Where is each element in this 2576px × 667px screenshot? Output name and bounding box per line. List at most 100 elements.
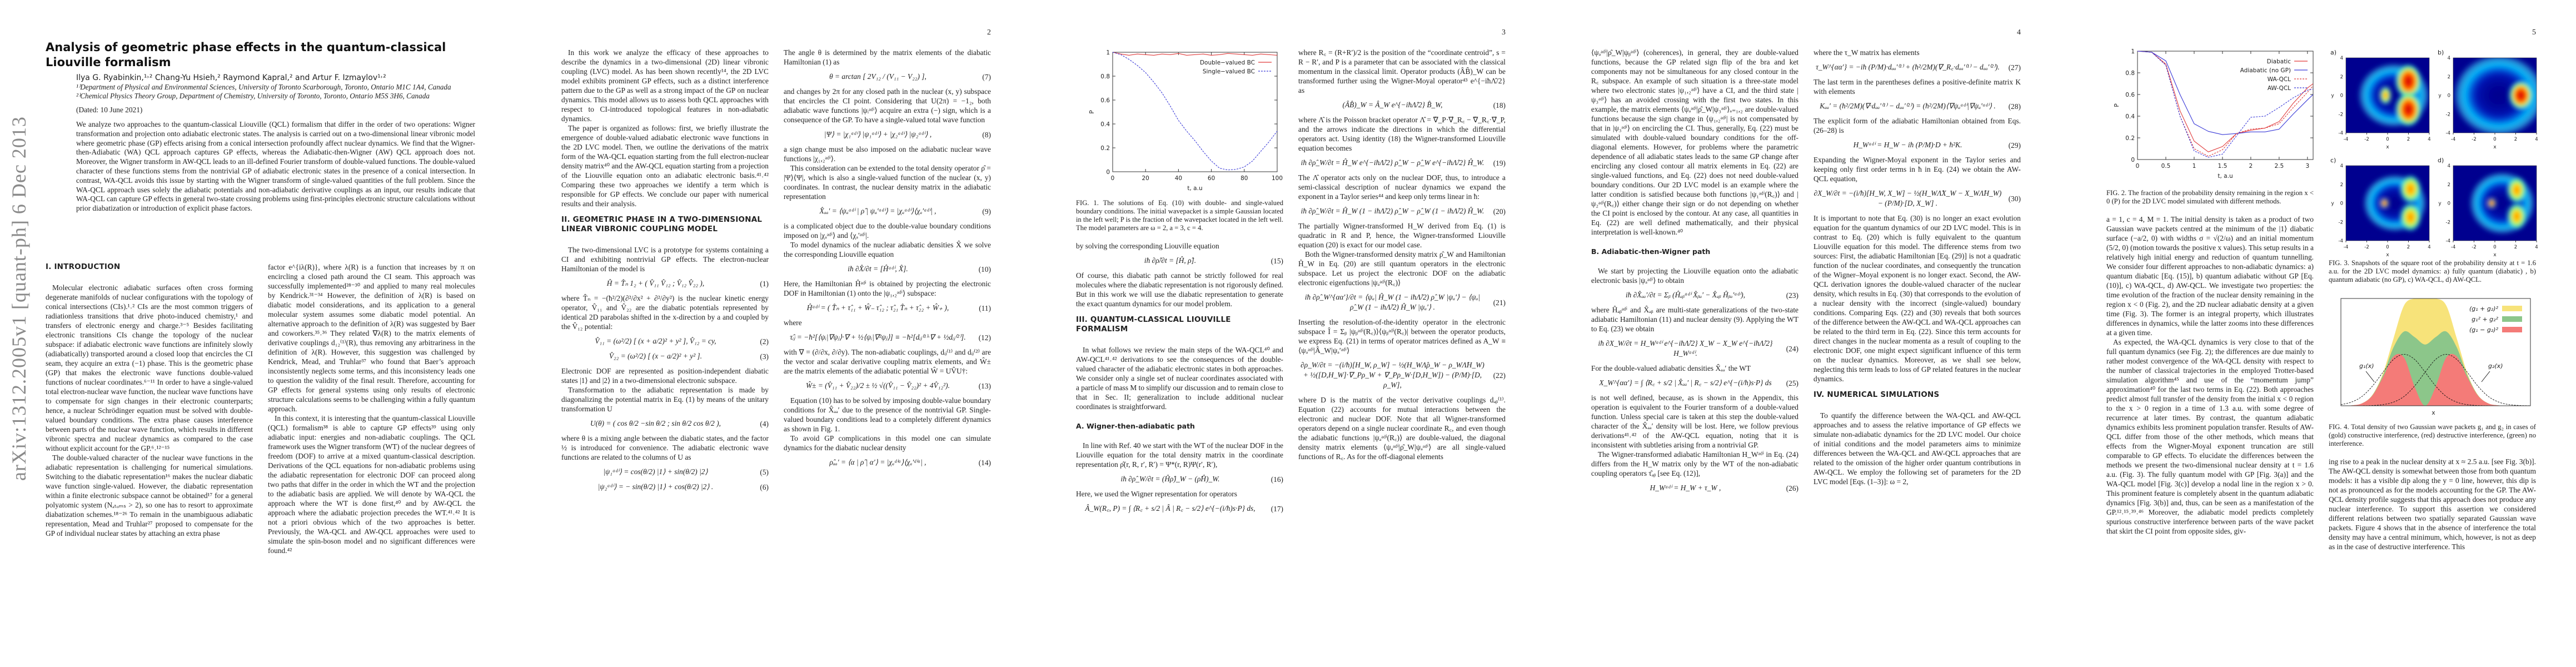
paragraph: where θ is a mixing angle between the di… <box>561 434 769 461</box>
density-blob <box>2395 91 2422 127</box>
page-5-left-column: 0 0.5 1 1.5 2 2.5 3 0 0.2 0.4 0.6 0.8 1 t, a.u P Diabat… <box>2106 48 2314 536</box>
x-axis-label: x <box>2493 145 2497 150</box>
y-tick-label: 4 <box>2340 56 2343 61</box>
legend-label: Diabatic <box>2267 58 2291 65</box>
equation: V̂₂₂ = (ω²/2) [ (x − a/2)² + y² ]. (3) <box>561 351 769 361</box>
x-tick-label: 2.5 <box>2274 163 2284 170</box>
plot-area <box>2341 298 2530 406</box>
paper-title: Analysis of geometric phase effects in t… <box>46 41 446 69</box>
paragraph: As expected, the WA-QCL dynamics is very… <box>2106 338 2314 535</box>
equation: Â_W(R꜀, P) = ∫ ⟨R꜀ + s/2 | Â | R꜀ − s/2⟩… <box>1076 504 1283 514</box>
paragraph: The partially Wigner-transformed H_W der… <box>1298 222 1506 249</box>
paragraph: The two-dimensional LVC is a prototype f… <box>561 246 769 273</box>
paragraph: where Λ̂ is the Poisson bracket operator… <box>1298 116 1506 152</box>
paragraph: and changes by 2π for any closed path in… <box>784 87 991 124</box>
equation-body: V̂₂₂ = (ω²/2) [ (x − a/2)² + y² ]. <box>609 352 702 360</box>
equation: iħ ∂ρ̂_W/∂t = Ĥ_W (1 − iħΛ̂/2) ρ̂_W − ρ̂… <box>1298 206 1506 216</box>
arxiv-stamp: arXiv:1312.2005v1 [quant-ph] 6 Dec 2013 <box>8 116 30 481</box>
y-tick-label: 2 <box>2340 182 2343 188</box>
y-axis-label: P <box>1089 110 1095 113</box>
paragraph: is not well defined, because, as is show… <box>1591 394 1798 449</box>
figure-1: 0 20 40 60 80 100 0 0.2 0.4 0.6 0.8 1 t, a.u P Double−… <box>1076 48 1283 198</box>
legend-swatch <box>2502 327 2522 332</box>
equation: H_Wᵃᵈⁱ = H_W − iħ (P/M)·D + ħ²K. (29) <box>1813 140 2021 150</box>
y-tick-label: 1 <box>1106 49 1110 56</box>
paragraph: Transformation to the adiabatic represen… <box>561 386 769 413</box>
figure-4: (g₁ + g₂)² g₁² + g₂² (g₁ − g₂)² g₁(x) g₂(x) x <box>2329 293 2536 422</box>
figure-2: 0 0.5 1 1.5 2 2.5 3 0 0.2 0.4 0.6 0.8 1 t, a.u P Diabat… <box>2106 48 2314 188</box>
series-line <box>2137 51 2314 152</box>
legend-label: (g₁ − g₂)² <box>2469 326 2499 334</box>
equation-number: (12) <box>978 333 991 342</box>
density-blob <box>2380 198 2389 208</box>
line-chart: 0 20 40 60 80 100 0 0.2 0.4 0.6 0.8 1 t, a.u P Double−… <box>1089 49 1283 192</box>
paragraph: We start by projecting the Liouville equ… <box>1591 267 1798 285</box>
equation-number: (17) <box>1270 504 1283 513</box>
density-blob <box>2356 61 2429 130</box>
x-tick-label: -2 <box>2364 245 2369 250</box>
equation-body: Ĥ = T̂ₙ 1₂ + ( V̂₁₁ V̂₁₂ ; V̂₁₂ V̂₂₂ ), <box>606 279 705 287</box>
equation-number: (8) <box>982 130 991 139</box>
arrow-g2 <box>2481 371 2490 382</box>
equation-number: (13) <box>978 381 991 390</box>
equation-body: iħ ∂X̂ₐₐ′/∂t = Σᵦ (Ĥₐᵦᵃᵈⁱ X̂ᵦₐ′ − X̂ₐᵦ Ĥ… <box>1625 291 1746 299</box>
equation-body: H_Wᵃᵈⁱ = H_W + τ_W , <box>1650 484 1721 492</box>
x-tick-label: -2 <box>2364 137 2369 142</box>
x-tick-label: 2 <box>2407 245 2410 250</box>
equation-number: (1) <box>760 279 769 288</box>
density-blob <box>2379 86 2392 105</box>
x-tick-label: 0 <box>2386 245 2389 250</box>
x-tick-label: -2 <box>2472 245 2476 250</box>
paragraph: by solving the corresponding Liouville e… <box>1076 242 1219 250</box>
legend-swatch <box>2502 306 2522 311</box>
y-tick-label: 0 <box>2340 93 2343 99</box>
equation-body: iħ ∂X_W/∂t = H_Wᵃᵈⁱ e^{−iħΛ̂/2} X_W − X_… <box>1598 339 1773 357</box>
x-tick-label: -2 <box>2472 137 2476 142</box>
panel-label: a) <box>2330 49 2336 56</box>
y-tick-label: 0 <box>2448 201 2450 207</box>
affiliation-1: ¹⁾Department of Physical and Environment… <box>76 83 451 91</box>
y-tick-label: 0.6 <box>1100 97 1110 104</box>
page-1-left-column: I. INTRODUCTION Molecular electronic adia… <box>46 262 253 538</box>
density-blob <box>2399 202 2422 232</box>
density-layer <box>2361 173 2429 233</box>
x-tick-label: 4 <box>2428 245 2430 250</box>
plot-frame <box>1112 52 1278 172</box>
area-chart: (g₁ + g₂)² g₁² + g₂² (g₁ − g₂)² g₁(x) g₂(x) x <box>2340 298 2531 416</box>
density-blob <box>2487 198 2496 208</box>
paragraph: The explicit form of the adiabatic Hamil… <box>1813 117 2021 135</box>
line-chart: 0 0.5 1 1.5 2 2.5 3 0 0.2 0.4 0.6 0.8 1 t, a.u P Diabat… <box>2114 48 2314 180</box>
equation: ∂ρ_W/∂t = −(i/ħ)[H_W, ρ_W] − ½(H_WΛ̂ρ_W … <box>1298 360 1506 390</box>
plot-frame <box>2340 298 2531 406</box>
equation-body: X_W^{αα′} = ∫ ⟨R꜀ + s/2 | X̂ₐₐ′ | R꜀ − s… <box>1599 379 1772 387</box>
subsection-heading: B. Adiabatic-then-Wigner path <box>1591 247 1711 256</box>
equation-body: iħ ∂ρ̂_W^{αα′}/∂t = ⟨ψₐ| Ĥ_W (1 − iħΛ̂/2… <box>1304 293 1481 311</box>
legend-label: Single−valued BC <box>1203 68 1255 75</box>
x-tick-label: 2 <box>2407 137 2410 142</box>
y-tick-label: 2 <box>2340 74 2343 80</box>
equation-number: (21) <box>1493 298 1506 307</box>
y-tick-label: 0 <box>2340 201 2343 207</box>
paragraph: Expanding the Wigner-Moyal exponent in t… <box>1813 156 2021 183</box>
legend-swatch <box>2502 316 2522 322</box>
equation-number: (24) <box>1786 344 1798 353</box>
page-1: arXiv:1312.2005v1 [quant-ph] 6 Dec 2013 … <box>0 0 515 667</box>
equation-body: V̂₁₁ = (ω²/2) [ (x + a/2)² + y² ], V̂₁₂ … <box>595 337 716 345</box>
paragraph: where R꜀ = (R+R′)/2 is the position of t… <box>1298 48 1506 94</box>
density-layer <box>2453 58 2537 133</box>
paragraph: Here, the Hamiltonian Ĥᵃᵈⁱ is obtained b… <box>784 280 991 297</box>
equation-number: (6) <box>760 482 769 491</box>
equation-number: (28) <box>2008 102 2021 111</box>
paragraph: where Ĥₐᵦᵃᵈⁱ and X̂ₐᵦ are multi-state ge… <box>1591 306 1798 333</box>
y-tick-label: 4 <box>2448 56 2450 61</box>
x-axis-label: t, a.u <box>2218 173 2233 180</box>
page-3: 3 0 20 40 60 80 100 0 0.2 0.4 0.6 0.8 1 t, a.u P Doubl… <box>1030 0 1546 667</box>
equation-body: (ÂB̂)_W = Â_W e^{−iħΛ̂/2} B̂_W, <box>1342 101 1443 109</box>
paragraph: Of course, this diabatic path cannot be … <box>1076 271 1283 308</box>
page-2-right-column: The angle θ is determined by the matrix … <box>784 48 991 472</box>
equation-body: X̂ₐₐ′ = ⟨ψₐᵃᵈⁱ | ρ̂ | ψₐ′ᵃᵈⁱ⟩ = |χₐᵃᵈⁱ⟩⟨… <box>819 207 936 215</box>
density-blob <box>2506 176 2528 205</box>
y-tick-label: 0 <box>2448 93 2450 99</box>
x-axis-label: x <box>2431 410 2435 416</box>
section-heading: IV. NUMERICAL SIMULATIONS <box>1813 390 1940 399</box>
